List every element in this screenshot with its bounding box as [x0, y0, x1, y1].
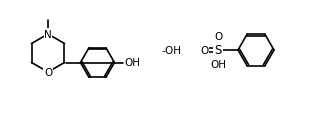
Text: O: O: [44, 67, 52, 77]
Text: O: O: [214, 32, 222, 42]
Text: O: O: [200, 46, 208, 56]
Text: S: S: [214, 44, 222, 57]
Text: N: N: [44, 30, 52, 40]
Text: -OH: -OH: [161, 46, 181, 56]
Text: OH: OH: [125, 58, 140, 68]
Text: OH: OH: [210, 59, 226, 69]
